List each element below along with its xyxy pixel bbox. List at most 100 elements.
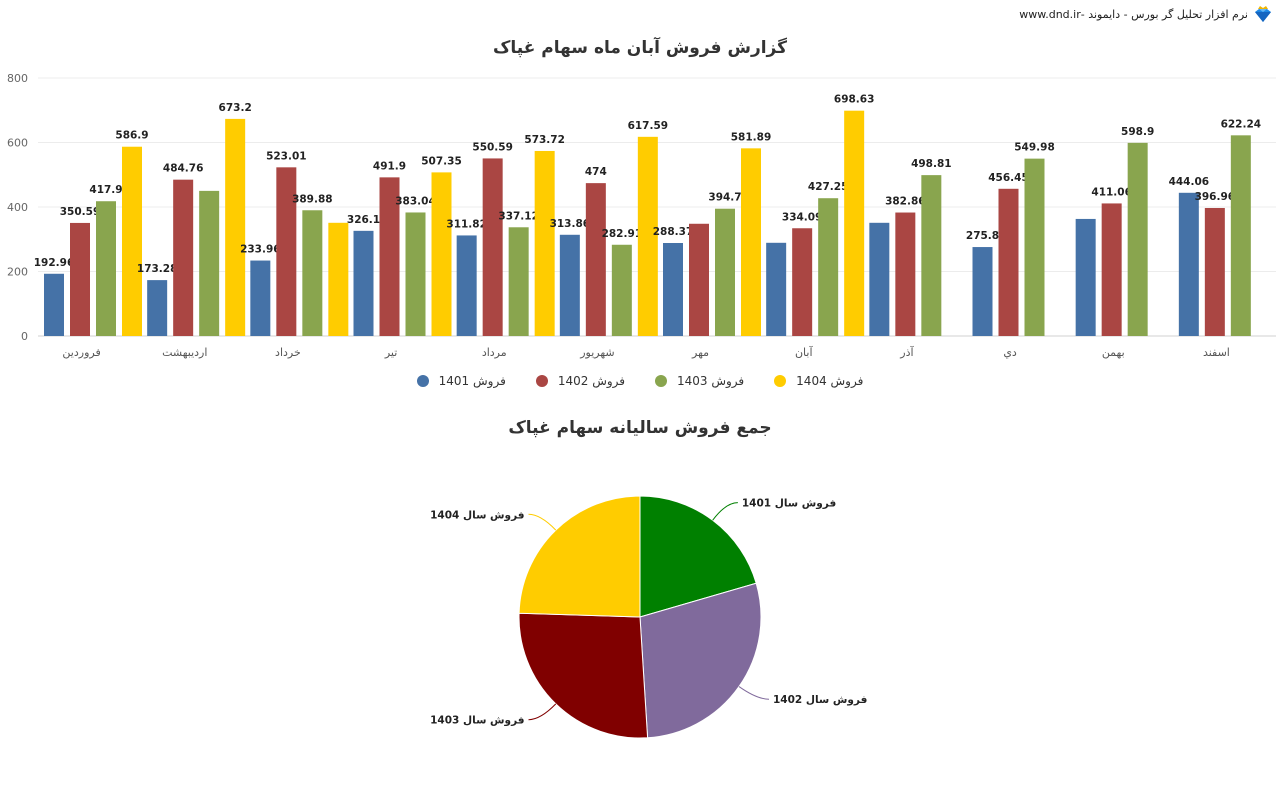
bar[interactable] bbox=[637, 136, 658, 336]
bar[interactable] bbox=[1204, 207, 1225, 336]
bar[interactable] bbox=[122, 146, 142, 336]
bar-value-label: 698.63 bbox=[834, 94, 875, 106]
legend-dot-icon bbox=[416, 375, 429, 387]
bar-value-label: 275.8 bbox=[966, 230, 999, 242]
legend-item[interactable]: فروش 1404 bbox=[774, 374, 863, 388]
bar[interactable] bbox=[1230, 135, 1251, 336]
bar[interactable] bbox=[534, 150, 555, 336]
bar-value-label: 350.59 bbox=[60, 206, 101, 218]
bar[interactable] bbox=[559, 234, 580, 336]
legend-dot-icon bbox=[655, 375, 667, 387]
bar[interactable] bbox=[276, 167, 297, 336]
bar[interactable] bbox=[173, 179, 194, 336]
bar[interactable] bbox=[921, 175, 942, 336]
pie-slice[interactable] bbox=[518, 495, 641, 618]
bar[interactable] bbox=[456, 235, 477, 336]
bar-value-label: 233.96 bbox=[240, 244, 281, 256]
bar[interactable] bbox=[199, 190, 220, 336]
bar-value-label: 311.82 bbox=[446, 218, 487, 230]
bar[interactable] bbox=[611, 244, 632, 336]
bar[interactable] bbox=[70, 222, 90, 336]
bar-value-label: 456.45 bbox=[988, 172, 1029, 184]
brand-header: نرم افزار تحلیل گر بورس - دایموند -www.d… bbox=[1019, 4, 1274, 24]
x-category-label: تیر bbox=[384, 346, 397, 359]
y-tick-label: 400 bbox=[7, 201, 28, 214]
bar[interactable] bbox=[869, 222, 890, 336]
bar-value-label: 326.1 bbox=[347, 214, 380, 226]
bar[interactable] bbox=[1101, 203, 1122, 336]
y-tick-label: 600 bbox=[7, 137, 28, 150]
x-category-label: بهمن bbox=[1102, 346, 1125, 359]
bar[interactable] bbox=[818, 198, 839, 336]
bar-value-label: 622.24 bbox=[1221, 118, 1262, 130]
legend-item[interactable]: فروش 1402 bbox=[535, 374, 625, 388]
bar[interactable] bbox=[379, 177, 400, 336]
bar-value-label: 411.06 bbox=[1091, 186, 1132, 198]
bar[interactable] bbox=[766, 242, 787, 336]
pie-chart-title: جمع فروش سالیانه سهام غپاک bbox=[508, 418, 772, 438]
bar-value-label: 173.28 bbox=[137, 263, 178, 275]
legend-dot-icon bbox=[535, 375, 548, 387]
pie-slice-label: فروش سال 1403 bbox=[430, 715, 524, 727]
bar[interactable] bbox=[353, 230, 374, 336]
pie-chart: فروش سال 1401 فروش سال 1402 فروش سال 1403 ف… bbox=[430, 495, 867, 739]
y-tick-label: 800 bbox=[7, 72, 28, 85]
bar-chart: 0 200 400 600 800 192.96 350.59 417.9 586.9 فرورد… bbox=[7, 72, 1276, 359]
bar[interactable] bbox=[792, 228, 813, 336]
bar-value-label: 389.88 bbox=[292, 193, 333, 205]
bar[interactable] bbox=[225, 118, 246, 336]
bar[interactable] bbox=[844, 110, 865, 336]
bar-value-label: 444.06 bbox=[1169, 176, 1210, 188]
bar-value-label: 598.9 bbox=[1121, 126, 1154, 138]
pie-connector-line bbox=[528, 513, 557, 531]
bar[interactable] bbox=[96, 201, 116, 336]
bar[interactable] bbox=[1127, 142, 1148, 336]
bar-value-label: 337.12 bbox=[498, 210, 539, 222]
bar[interactable] bbox=[741, 148, 761, 336]
pie-slice-label: فروش سال 1404 bbox=[430, 509, 524, 521]
legend-item[interactable]: فروش 1403 bbox=[655, 374, 744, 388]
bar[interactable] bbox=[1024, 158, 1045, 336]
bar-value-label: 617.59 bbox=[628, 120, 669, 132]
bar[interactable] bbox=[328, 222, 349, 336]
y-tick-label: 0 bbox=[21, 330, 28, 343]
chart-legend: فروش 1401 فروش 1402 فروش 1403 فروش 1404 bbox=[0, 374, 1280, 388]
bar-value-label: 394.7 bbox=[708, 192, 741, 204]
bar[interactable] bbox=[1075, 218, 1096, 336]
bar[interactable] bbox=[508, 227, 529, 336]
x-category-label: مهر bbox=[691, 346, 709, 359]
bar-value-label: 396.96 bbox=[1195, 191, 1236, 203]
x-category-label: آذر bbox=[899, 345, 914, 359]
bar[interactable] bbox=[715, 208, 735, 336]
bar-value-label: 586.9 bbox=[115, 130, 148, 142]
bar[interactable] bbox=[663, 243, 683, 336]
y-tick-label: 200 bbox=[7, 266, 28, 279]
bar[interactable] bbox=[482, 158, 503, 336]
bar-chart-title: گزارش فروش آبان ماه سهام غپاک bbox=[492, 38, 788, 58]
bar[interactable] bbox=[972, 247, 993, 336]
bar[interactable] bbox=[585, 183, 606, 336]
bar[interactable] bbox=[147, 280, 168, 336]
bar[interactable] bbox=[998, 188, 1019, 336]
bar[interactable] bbox=[405, 212, 426, 336]
bar-value-label: 673.2 bbox=[219, 102, 252, 114]
legend-label: فروش 1401 bbox=[438, 374, 506, 388]
pie-slice[interactable] bbox=[518, 612, 649, 739]
bar[interactable] bbox=[44, 273, 64, 336]
bar-value-label: 549.98 bbox=[1014, 142, 1055, 154]
x-category-label: دي bbox=[1003, 346, 1017, 359]
bar-value-label: 282.91 bbox=[602, 228, 643, 240]
bar-value-label: 288.37 bbox=[653, 226, 694, 238]
legend-item[interactable]: فروش 1401 bbox=[416, 374, 506, 388]
legend-label: فروش 1404 bbox=[796, 374, 864, 388]
pie-connector-line bbox=[528, 703, 557, 721]
bar[interactable] bbox=[250, 260, 271, 336]
bar[interactable] bbox=[1178, 192, 1199, 336]
bar-value-label: 484.76 bbox=[163, 163, 204, 175]
legend-label: فروش 1402 bbox=[557, 374, 625, 388]
diamond-crown-icon bbox=[1255, 6, 1271, 22]
bar[interactable] bbox=[302, 210, 323, 336]
bar[interactable] bbox=[689, 223, 709, 336]
bar[interactable] bbox=[895, 212, 916, 336]
bar[interactable] bbox=[431, 172, 452, 336]
